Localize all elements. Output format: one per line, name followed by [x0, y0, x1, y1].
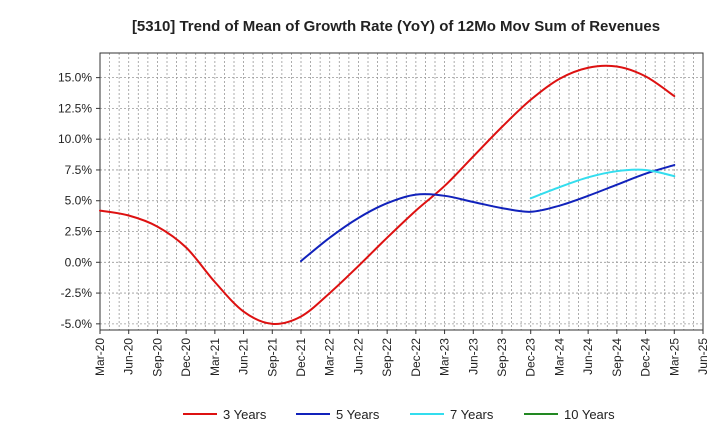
- y-tick-label: 0.0%: [65, 255, 93, 269]
- series-layer: [99, 64, 676, 325]
- x-tick-label: Dec-20: [179, 338, 193, 377]
- x-tick-label: Dec-22: [409, 338, 423, 377]
- x-tick-label: Mar-20: [93, 338, 107, 376]
- y-tick-label: 7.5%: [65, 163, 93, 177]
- series-line-5-years: [300, 164, 676, 263]
- x-tick-label: Mar-22: [323, 338, 337, 376]
- x-tick-label: Jun-21: [237, 338, 251, 375]
- x-tick-label: Dec-24: [639, 338, 653, 377]
- legend: 3 Years 5 Years 7 Years 10 Years: [183, 407, 615, 422]
- x-tick-label: Sep-22: [380, 338, 394, 377]
- legend-label-3-years: 3 Years: [223, 407, 267, 422]
- series-line-3-years: [99, 64, 676, 325]
- grid-layer: [100, 53, 703, 330]
- y-tick-label: 10.0%: [58, 132, 92, 146]
- legend-label-5-years: 5 Years: [336, 407, 380, 422]
- plot-frame: [99, 52, 704, 331]
- x-tick-label: Jun-24: [581, 338, 595, 375]
- y-tick-label: 2.5%: [65, 225, 93, 239]
- y-tick-label: 12.5%: [58, 101, 92, 115]
- x-tick-label: Jun-25: [696, 338, 710, 375]
- x-tick-label: Sep-24: [610, 338, 624, 377]
- x-tick-label: Sep-20: [150, 338, 164, 377]
- legend-label-10-years: 10 Years: [564, 407, 615, 422]
- y-tick-label: 5.0%: [65, 194, 93, 208]
- chart-title: [5310] Trend of Mean of Growth Rate (YoY…: [132, 18, 660, 35]
- x-tick-label: Mar-25: [667, 338, 681, 376]
- series-line-7-years: [529, 168, 676, 200]
- y-tick-label: 15.0%: [58, 71, 92, 85]
- legend-label-7-years: 7 Years: [450, 407, 494, 422]
- x-tick-label: Mar-23: [438, 338, 452, 376]
- x-tick-label: Dec-23: [524, 338, 538, 377]
- plot-area: [100, 53, 703, 330]
- y-tick-label: -5.0%: [61, 317, 93, 331]
- y-tick-label: -2.5%: [61, 286, 93, 300]
- x-tick-label: Mar-21: [208, 338, 222, 376]
- x-tick-label: Jun-22: [351, 338, 365, 375]
- x-tick-label: Mar-24: [552, 338, 566, 376]
- x-tick-label: Jun-23: [466, 338, 480, 375]
- x-tick-label: Sep-21: [265, 338, 279, 377]
- x-tick-label: Sep-23: [495, 338, 509, 377]
- axis-layer: -5.0% -2.5% 0.0% 2.5% 5.0% 7.5% 10.0% 12.5% 15.0…: [58, 52, 710, 377]
- x-tick-label: Jun-20: [122, 338, 136, 375]
- x-tick-label: Dec-21: [294, 338, 308, 377]
